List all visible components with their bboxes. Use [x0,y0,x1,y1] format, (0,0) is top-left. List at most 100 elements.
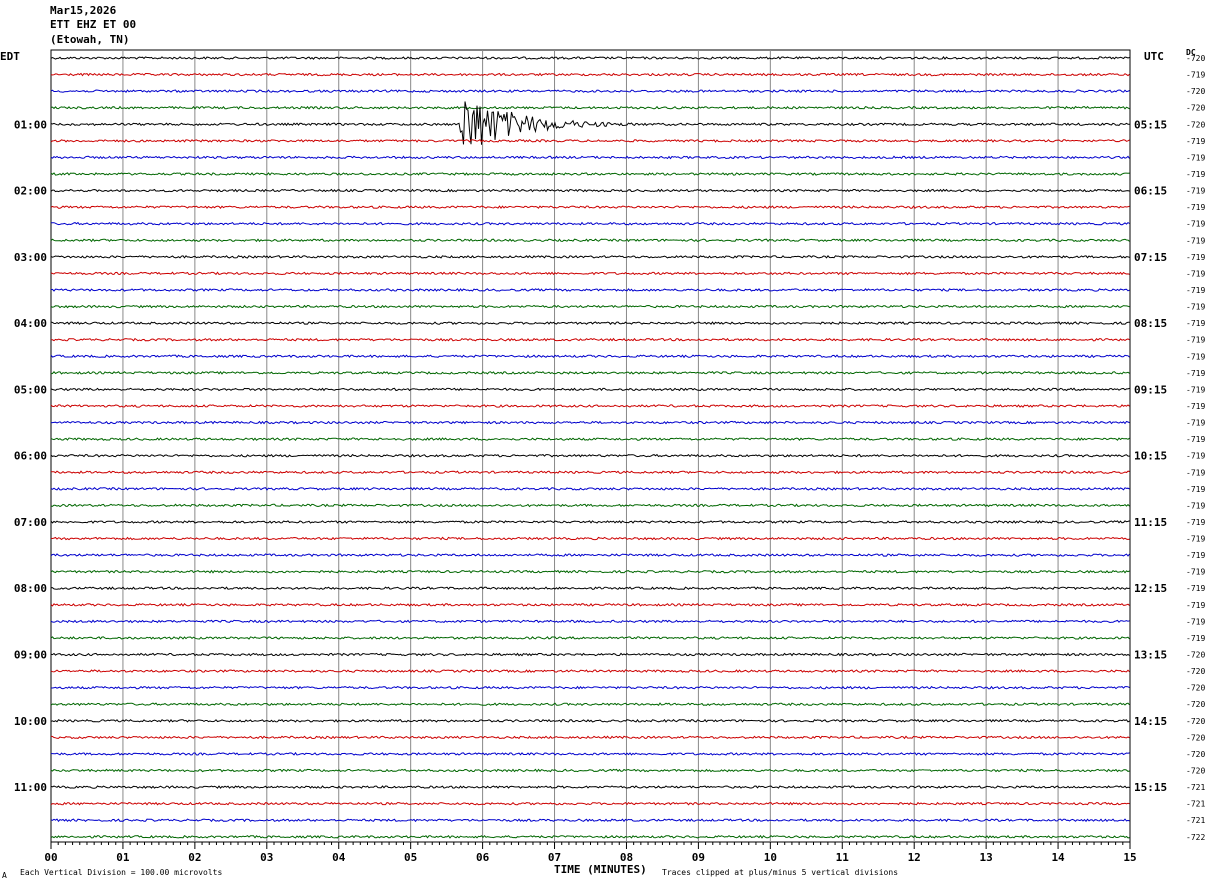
x-tick-label: 13 [980,851,993,864]
seismic-trace [50,101,1130,145]
utc-time-label: 14:15 [1134,715,1167,728]
dc-offset-label: -719 [1186,468,1205,477]
seismic-trace [50,735,1130,740]
dc-offset-label: -720 [1186,684,1205,693]
seismic-trace [50,420,1130,425]
dc-offset-label: -721 [1186,800,1205,809]
dc-offset-label: -722 [1186,833,1205,842]
seismic-trace [50,569,1130,574]
dc-offset-label: -719 [1186,352,1205,361]
dc-offset-label: -720 [1186,700,1205,709]
utc-time-label: 15:15 [1134,781,1167,794]
dc-offset-label: -719 [1186,269,1205,278]
edt-time-label: 04:00 [14,317,47,330]
x-tick-label: 01 [116,851,130,864]
dc-offset-label: -720 [1186,104,1205,113]
seismic-trace [50,321,1130,326]
dc-offset-label: -719 [1186,435,1205,444]
seismic-trace [50,271,1130,276]
edt-time-label: 07:00 [14,516,47,529]
dc-offset-label: -719 [1186,187,1205,196]
utc-time-label: 06:15 [1134,185,1167,198]
seismic-trace [50,520,1130,524]
dc-offset-label: -719 [1186,601,1205,610]
x-tick-label: 00 [44,851,57,864]
seismic-trace [50,139,1130,143]
footer-mark: A [2,871,7,880]
seismic-trace [50,205,1130,210]
edt-time-label: 09:00 [14,649,47,662]
dc-offset-label: -719 [1186,253,1205,262]
dc-offset-label: -720 [1186,733,1205,742]
x-tick-label: 14 [1051,851,1065,864]
seismic-trace [50,56,1130,60]
seismic-trace [50,602,1130,607]
utc-time-label: 05:15 [1134,118,1167,131]
x-tick-label: 07 [548,851,561,864]
seismic-trace [50,288,1130,292]
dc-offset-label: -719 [1186,584,1205,593]
seismic-trace [50,387,1130,392]
utc-time-label: 09:15 [1134,383,1167,396]
plot-frame [50,49,1131,843]
x-tick-label: 11 [836,851,850,864]
edt-time-label: 01:00 [14,118,47,131]
seismic-trace [50,669,1130,673]
seismic-trace [50,254,1130,259]
dc-offset-label: -720 [1186,750,1205,759]
utc-time-label: 08:15 [1134,317,1167,330]
seismic-trace [51,751,1130,756]
clip-note: Traces clipped at plus/minus 5 vertical … [662,868,899,877]
seismic-trace [50,619,1130,624]
seismic-trace [50,155,1130,160]
seismic-trace [50,105,1130,110]
seismic-trace [50,768,1130,773]
x-tick-label: 10 [764,851,777,864]
x-tick-label: 08 [620,851,633,864]
dc-offset-label: -719 [1186,203,1205,212]
dc-offset-label: -719 [1186,501,1205,510]
edt-time-label: 06:00 [14,450,47,463]
seismic-trace [50,188,1130,193]
dc-offset-label: -719 [1186,336,1205,345]
x-tick-label: 05 [404,851,417,864]
x-tick-label: 09 [692,851,705,864]
utc-time-label: 13:15 [1134,649,1167,662]
dc-offset-label: -719 [1186,452,1205,461]
seismic-trace [50,354,1130,359]
seismic-trace [50,238,1130,243]
dc-offset-label: -720 [1186,54,1205,63]
seismic-trace [50,834,1130,839]
dc-offset-label: -719 [1186,137,1205,146]
dc-offset-label: -719 [1186,236,1205,245]
seismic-trace [50,553,1130,558]
seismic-trace [50,718,1130,723]
x-tick-label: 02 [188,851,201,864]
seismic-trace [50,652,1130,657]
dc-label: DC [1186,48,1196,57]
x-tick-label: 12 [908,851,921,864]
utc-axis-label: UTC [1144,50,1164,63]
utc-time-label: 10:15 [1134,450,1167,463]
x-tick-label: 03 [260,851,273,864]
scale-note: Each Vertical Division = 100.00 microvol… [20,868,223,877]
seismic-trace [50,785,1130,789]
seismic-trace [51,337,1130,342]
dc-offset-label: -719 [1186,385,1205,394]
dc-offset-label: -719 [1186,518,1205,527]
dc-offset-label: -719 [1186,71,1205,80]
seismic-trace [50,304,1130,309]
date-label: Mar15,2026 [50,4,117,17]
edt-time-label: 11:00 [14,781,47,794]
dc-offset-label: -719 [1186,319,1205,328]
seismic-trace [51,470,1130,475]
seismic-trace [50,702,1130,707]
location-label: (Etowah, TN) [50,33,130,46]
seismic-trace [50,404,1130,408]
dc-offset-label: -719 [1186,303,1205,312]
seismic-trace [50,437,1130,442]
station-label: ETT EHZ ET 00 [50,18,137,31]
dc-offset-label: -719 [1186,617,1205,626]
dc-offset-label: -719 [1186,153,1205,162]
